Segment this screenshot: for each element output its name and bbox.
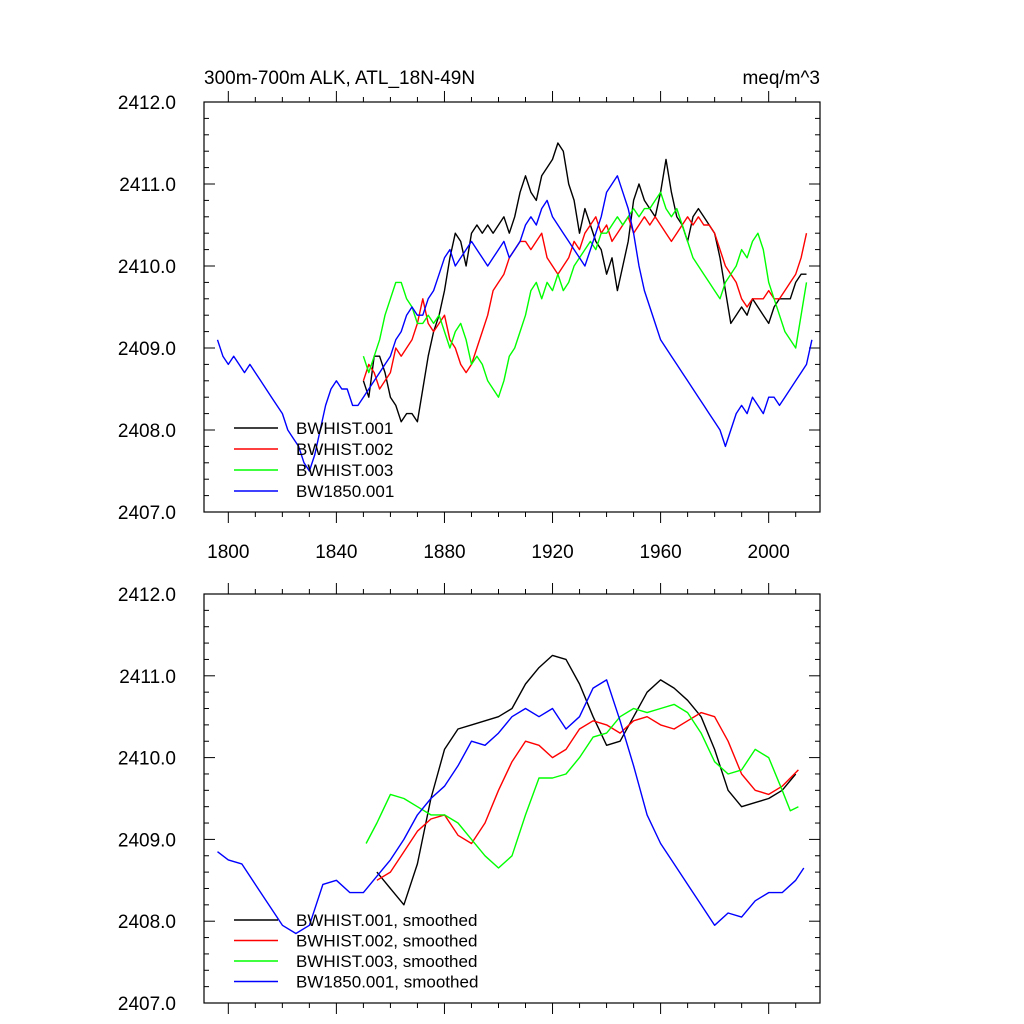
series-line-1 xyxy=(362,142,807,423)
x-tick-label: 1880 xyxy=(423,542,465,563)
x-tick-label: 2000 xyxy=(748,542,790,563)
panel-title-right: meq/m^3 xyxy=(742,68,820,89)
y-tick-label: 2412.0 xyxy=(118,93,176,114)
series-line-2 xyxy=(376,711,799,881)
legend-label: BWHIST.002 xyxy=(296,440,393,459)
panel-title-left: 300m-700m ALK, ATL_18N-49N xyxy=(204,68,475,89)
y-tick-label: 2407.0 xyxy=(118,994,176,1015)
y-tick-label: 2411.0 xyxy=(119,667,176,688)
series-line-4 xyxy=(216,175,813,472)
legend-label: BWHIST.003, smoothed xyxy=(296,952,477,971)
plot-frame xyxy=(203,593,821,1004)
plot-frame xyxy=(203,101,821,513)
bottom-plot-panel: 2407.0 2408.0 2409.0 2410.0 2411.0 2412.0 BWHI… xyxy=(118,583,821,1015)
legend-label: BW1850.001 xyxy=(296,482,394,501)
series-line-3 xyxy=(365,703,799,869)
legend-label: BWHIST.001 xyxy=(296,419,393,438)
y-tick-label: 2410.0 xyxy=(118,749,176,770)
x-tick-label: 1920 xyxy=(531,542,573,563)
series-line-4 xyxy=(217,679,805,935)
y-tick-label: 2409.0 xyxy=(118,339,176,360)
legend-label: BWHIST.003 xyxy=(296,461,393,480)
y-tick-label: 2409.0 xyxy=(118,830,176,851)
x-tick-label: 1840 xyxy=(315,542,357,563)
legend-label: BWHIST.001, smoothed xyxy=(296,911,477,930)
y-tick-label: 2408.0 xyxy=(118,421,176,442)
y-tick-label: 2412.0 xyxy=(118,585,176,606)
legend-label: BW1850.001, smoothed xyxy=(296,973,478,992)
y-tick-label: 2407.0 xyxy=(118,503,176,524)
series-line-2 xyxy=(362,216,808,390)
x-tick-label: 1800 xyxy=(207,542,249,563)
y-tick-label: 2410.0 xyxy=(118,257,176,278)
legend-label: BWHIST.002, smoothed xyxy=(296,932,477,951)
x-tick-label: 1960 xyxy=(639,542,681,563)
y-tick-label: 2411.0 xyxy=(119,175,176,196)
series-line-1 xyxy=(376,654,797,906)
top-plot-panel: 2407.0 2408.0 2409.0 2410.0 2411.0 2412.0 1800… xyxy=(118,91,821,563)
y-tick-label: 2408.0 xyxy=(118,912,176,933)
series-line-3 xyxy=(362,191,808,398)
